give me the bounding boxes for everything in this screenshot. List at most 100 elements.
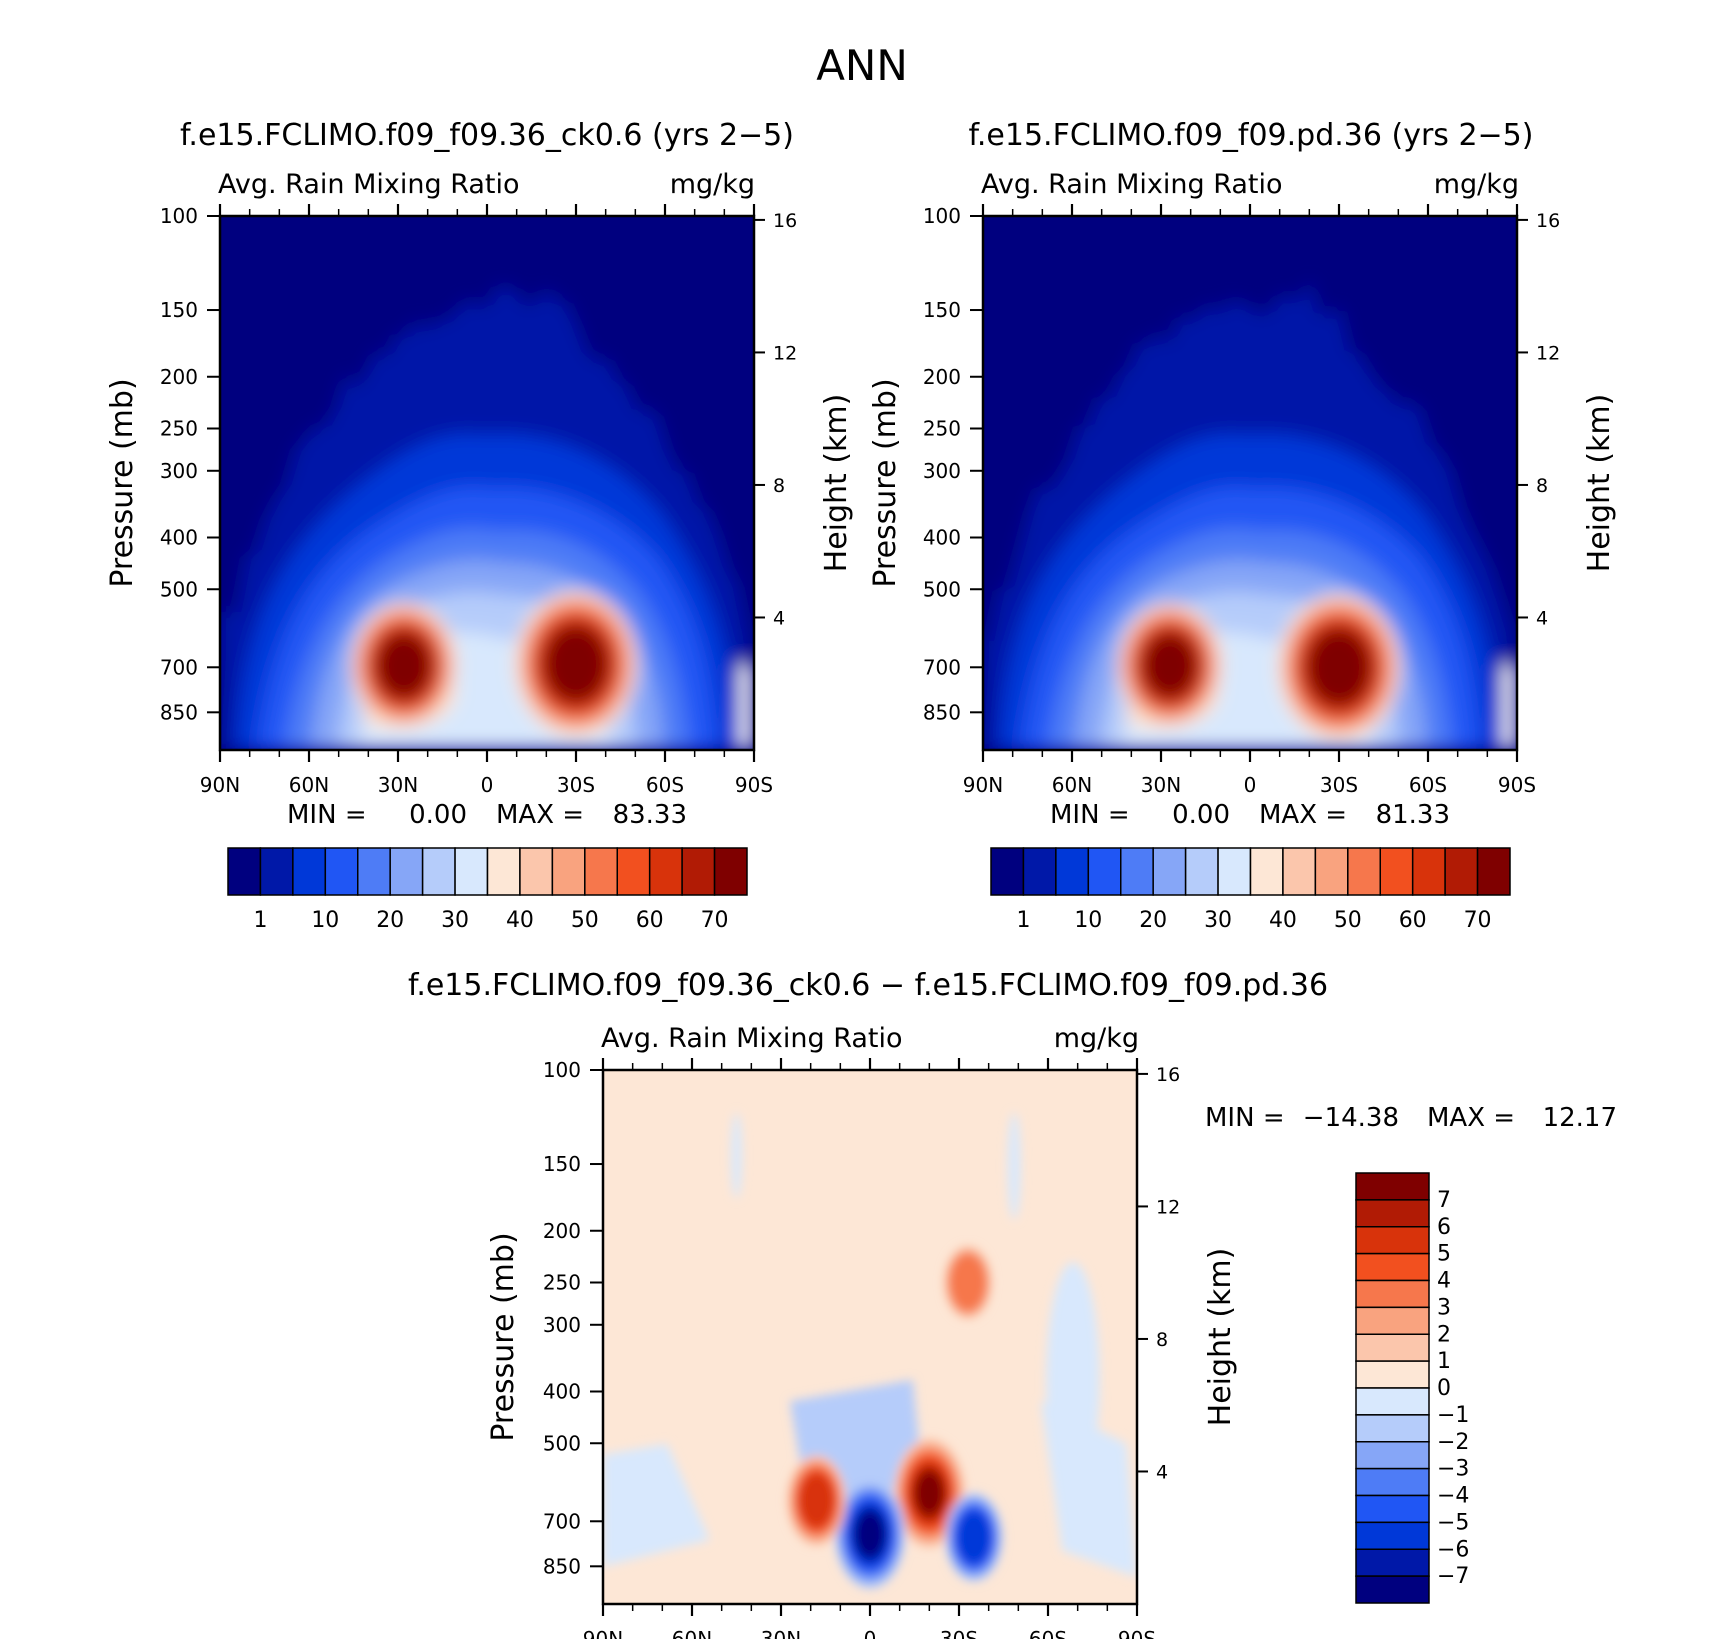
panel-3-y2label: Height (km) — [1203, 1248, 1238, 1427]
pressure-tick-label: 100 — [543, 1058, 581, 1082]
latitude-tick-label: 0 — [481, 773, 494, 797]
panel-2-min-value: 0.00 — [1172, 800, 1230, 830]
colorbar-swatch — [519, 847, 554, 896]
panel-2-colorbar: 1 10 20 30 40 50 60 70 — [990, 847, 1511, 933]
latitude-tick-label: 60N — [289, 773, 329, 797]
colorbar-tick-label: 10 — [311, 908, 339, 933]
panel-2-field — [983, 216, 1517, 750]
panel-1-field — [220, 216, 754, 750]
colorbar-swatch — [584, 847, 618, 896]
colorbar-tick-label: 20 — [376, 908, 404, 933]
panel-2-units: mg/kg — [1434, 169, 1519, 200]
pressure-tick-label: 300 — [543, 1313, 581, 1337]
colorbar-tick-label: 1 — [1437, 1349, 1451, 1374]
colorbar-swatch — [713, 847, 748, 896]
colorbar-tick-label: 50 — [571, 908, 599, 933]
colorbar-tick-label: 70 — [1464, 908, 1492, 933]
colorbar-swatch — [1355, 1387, 1430, 1416]
panel-2-latitude-ticks: 90N 60N 30N 0 30S 60S 90S — [963, 204, 1536, 797]
latitude-tick-label: 30S — [1320, 773, 1358, 797]
colorbar-tick-label: −4 — [1437, 1484, 1469, 1509]
contour-extremum — [918, 1476, 940, 1510]
panel-1-min-label: MIN = — [287, 800, 367, 830]
height-tick-label: 16 — [1536, 210, 1560, 232]
height-tick-label: 16 — [773, 210, 797, 232]
colorbar-tick-label: 1 — [1016, 908, 1030, 933]
panel-2-y2label: Height (km) — [1582, 394, 1617, 573]
contour-band — [603, 1443, 710, 1567]
contour-extremum — [956, 1510, 992, 1564]
panel-1-y2label: Height (km) — [819, 394, 854, 573]
colorbar-swatch — [1055, 847, 1090, 896]
colorbar-swatch — [259, 847, 294, 896]
colorbar-swatch — [616, 847, 651, 896]
latitude-tick-label: 90S — [1498, 773, 1536, 797]
panel-3-field — [603, 1070, 1137, 1604]
colorbar-tick-label: 5 — [1437, 1242, 1451, 1267]
panel-1-ylabel: Pressure (mb) — [105, 378, 140, 587]
colorbar-swatch — [1022, 847, 1057, 896]
colorbar-swatch — [1355, 1199, 1430, 1228]
colorbar-tick-label: −2 — [1437, 1430, 1469, 1455]
pressure-tick-label: 200 — [543, 1219, 581, 1243]
height-tick-label: 8 — [1156, 1329, 1168, 1351]
pressure-tick-label: 200 — [160, 365, 198, 389]
colorbar-swatch — [1184, 847, 1219, 896]
panel-2-height-ticks: 16 12 8 4 — [1517, 210, 1560, 629]
contour-extremum — [387, 645, 421, 686]
panel-1-variable: Avg. Rain Mixing Ratio — [218, 169, 520, 200]
colorbar-swatch — [1355, 1441, 1430, 1470]
colorbar-swatch — [227, 847, 262, 896]
colorbar-tick-label: 0 — [1437, 1376, 1451, 1401]
colorbar-tick-label: 30 — [1204, 908, 1232, 933]
panel-3-ylabel: Pressure (mb) — [486, 1232, 521, 1441]
panel-1: f.e15.FCLIMO.f09_f09.36_ck0.6 (yrs 2−5) … — [105, 118, 854, 933]
colorbar-swatch — [1152, 847, 1187, 896]
panel-2-ylabel: Pressure (mb) — [868, 378, 903, 587]
panel-3-plot — [601, 1068, 1139, 1606]
panel-1-units: mg/kg — [670, 169, 755, 200]
panel-1-plot — [218, 214, 756, 752]
colorbar-swatch — [454, 847, 489, 896]
latitude-tick-label: 0 — [864, 1627, 877, 1639]
colorbar-tick-label: 60 — [1399, 908, 1427, 933]
height-tick-label: 4 — [1536, 607, 1548, 629]
pressure-tick-label: 100 — [923, 204, 961, 228]
panel-2-max-value: 81.33 — [1376, 800, 1450, 830]
latitude-tick-label: 30S — [940, 1627, 978, 1639]
colorbar-tick-label: 2 — [1437, 1322, 1451, 1347]
colorbar-tick-label: 40 — [1269, 908, 1297, 933]
colorbar-swatch — [486, 847, 521, 896]
colorbar-swatch — [1355, 1548, 1430, 1577]
latitude-tick-label: 60N — [1052, 773, 1092, 797]
colorbar-tick-label: 10 — [1074, 908, 1102, 933]
panel-1-max-value: 83.33 — [613, 800, 687, 830]
colorbar-swatch — [1087, 847, 1122, 896]
colorbar-swatch — [1120, 847, 1154, 896]
panel-1-colorbar: 1 10 20 30 40 50 60 70 — [227, 847, 748, 933]
colorbar-swatch — [551, 847, 586, 896]
height-tick-label: 12 — [773, 342, 797, 364]
colorbar-swatch — [1444, 847, 1479, 896]
latitude-tick-label: 30N — [1141, 773, 1181, 797]
contour-extremum — [859, 1517, 881, 1551]
colorbar-swatch — [1355, 1279, 1430, 1309]
pressure-tick-label: 150 — [923, 298, 961, 322]
colorbar-tick-label: 3 — [1437, 1295, 1451, 1320]
pressure-tick-label: 500 — [923, 577, 961, 601]
colorbar-tick-label: −7 — [1437, 1564, 1469, 1589]
pressure-tick-label: 700 — [160, 655, 198, 679]
page-title: ANN — [816, 41, 908, 90]
contour-extremum — [565, 651, 587, 677]
colorbar-swatch — [1314, 847, 1349, 896]
pressure-tick-label: 150 — [160, 298, 198, 322]
contour-extremum — [799, 1473, 835, 1528]
panel-3-max-value: 12.17 — [1543, 1103, 1617, 1133]
latitude-tick-label: 30N — [761, 1627, 801, 1639]
pressure-tick-label: 250 — [543, 1271, 581, 1295]
latitude-tick-label: 30S — [557, 773, 595, 797]
latitude-tick-label: 60S — [1029, 1627, 1067, 1639]
pressure-tick-label: 500 — [160, 577, 198, 601]
latitude-tick-label: 90N — [200, 773, 240, 797]
